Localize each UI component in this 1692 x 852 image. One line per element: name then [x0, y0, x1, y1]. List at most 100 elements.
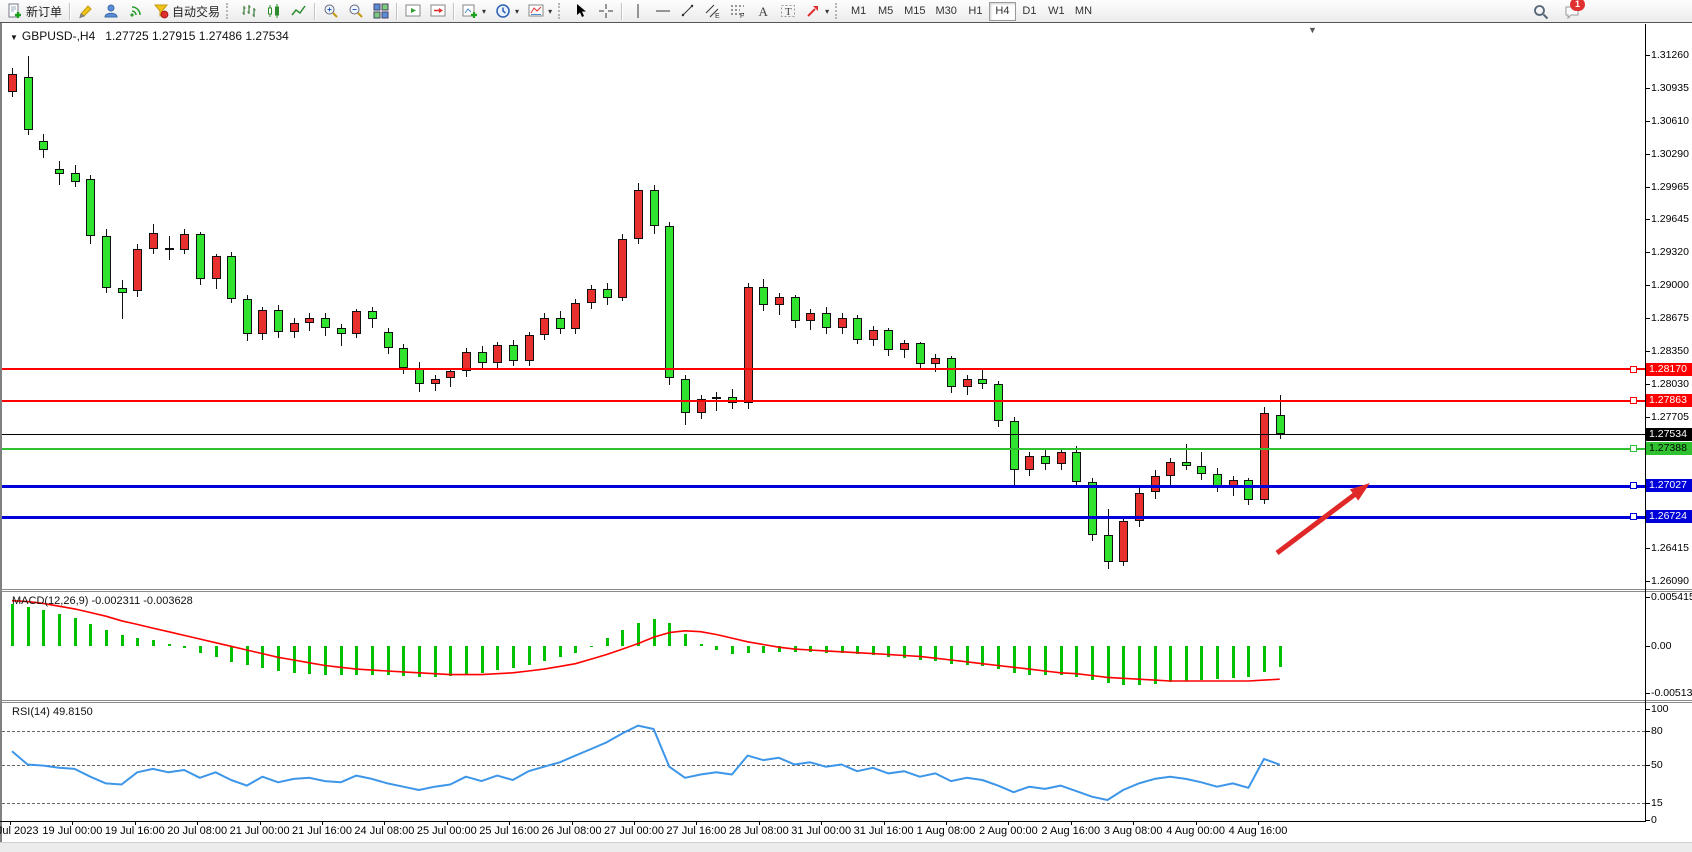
timeframe-h4[interactable]: H4 [988, 1, 1016, 21]
arrows-icon [804, 3, 821, 20]
candle-body [148, 233, 158, 250]
search-button[interactable] [1528, 1, 1553, 22]
candle-body [305, 317, 315, 323]
zoom-in-button[interactable] [318, 1, 343, 22]
horizontal-line-object[interactable] [2, 434, 1645, 436]
macd-axis-tick [1645, 596, 1650, 598]
rsi-axis-tick [1645, 709, 1650, 710]
candle-body [1087, 482, 1097, 536]
arrows-button[interactable]: ▾ [800, 1, 833, 22]
indicators-icon [461, 3, 478, 20]
macd-histogram-bar [1216, 646, 1219, 680]
line-chart-button[interactable] [286, 1, 311, 22]
candle-body [884, 329, 894, 350]
time-axis-label: 2 Aug 00:00 [979, 825, 1038, 837]
macd-histogram-bar [496, 646, 500, 670]
window-menu-icon[interactable]: ▼ [10, 33, 18, 42]
line-handle[interactable] [1630, 365, 1637, 373]
panel-separator[interactable] [0, 700, 1692, 701]
time-axis-tick [134, 821, 136, 825]
price-axis-tick [1645, 318, 1650, 319]
macd-histogram-bar [292, 646, 296, 673]
text-label-button[interactable]: T [775, 1, 800, 22]
auto-scroll-icon [404, 3, 421, 20]
macd-histogram-bar [809, 646, 813, 652]
line-handle[interactable] [1630, 482, 1637, 490]
signal-button[interactable] [123, 1, 148, 22]
new-order-button[interactable]: 新订单 [2, 1, 66, 22]
vertical-line-button[interactable] [625, 1, 650, 22]
indicators-button[interactable]: ▾ [457, 1, 490, 22]
chevron-down-icon: ▾ [515, 6, 520, 16]
timeframe-m5[interactable]: M5 [872, 2, 899, 21]
macd-histogram-bar [605, 638, 609, 647]
line-handle[interactable] [1630, 513, 1637, 520]
price-axis-tick [1645, 351, 1650, 353]
price-axis-tick [1645, 121, 1650, 123]
timeframe-m30[interactable]: M30 [931, 2, 962, 21]
macd-histogram-bar [762, 646, 766, 653]
macd-histogram-bar [1153, 646, 1157, 684]
candle-body [1166, 461, 1176, 477]
timeframe-w1[interactable]: W1 [1043, 2, 1070, 21]
svg-text:F: F [740, 13, 744, 19]
candle-body [587, 289, 597, 304]
chart-shift-button[interactable] [425, 1, 450, 22]
horizontal-line-object[interactable] [2, 399, 1645, 402]
line-handle[interactable] [1630, 445, 1637, 453]
rsi-axis-tick [1645, 731, 1650, 733]
styler-button[interactable] [73, 1, 98, 22]
horizontal-line-object[interactable] [2, 484, 1645, 488]
timeframe-m1[interactable]: M1 [845, 2, 872, 21]
profile-button[interactable] [98, 1, 123, 22]
horizontal-line-object[interactable] [2, 368, 1645, 371]
auto-scroll-button[interactable] [400, 1, 425, 22]
zoom-out-button[interactable] [343, 1, 368, 22]
fibonacci-icon: F [729, 3, 746, 20]
macd-histogram-bar [167, 643, 171, 647]
bar-chart-button[interactable] [236, 1, 261, 22]
price-axis-label: 1.30610 [1651, 115, 1689, 128]
timeframe-mn[interactable]: MN [1070, 2, 1097, 21]
chevron-down-icon: ▾ [548, 6, 553, 16]
notifications-button[interactable]: 1 [1559, 0, 1585, 22]
time-axis-label: 28 Jul 08:00 [728, 825, 789, 837]
crosshair-button[interactable] [593, 1, 618, 22]
candle-body [477, 352, 487, 364]
periods-button[interactable]: ▾ [490, 1, 523, 22]
time-axis-label: 31 Jul 16:00 [853, 825, 914, 837]
cursor-button[interactable] [568, 1, 593, 22]
price-axis-tick [1645, 547, 1650, 549]
panel-separator[interactable] [0, 702, 1692, 703]
panel-separator[interactable] [0, 588, 1692, 590]
templates-button[interactable]: ▾ [523, 1, 556, 22]
time-axis-label: 31 Jul 00:00 [791, 825, 852, 837]
candle-body [618, 239, 628, 299]
candle-body [367, 311, 377, 320]
timeframe-h1[interactable]: H1 [962, 2, 989, 21]
text-button[interactable]: A [750, 1, 775, 22]
macd-histogram-bar [198, 646, 202, 653]
time-axis-label: 21 Jul 16:00 [292, 825, 352, 837]
line-handle[interactable] [1630, 397, 1637, 405]
panel-separator[interactable] [0, 590, 1692, 592]
horizontal-line-object[interactable] [2, 515, 1645, 519]
trendline-button[interactable] [675, 1, 700, 22]
timeframe-d1[interactable]: D1 [1016, 2, 1043, 21]
candle-body [258, 310, 268, 334]
candlestick-chart-button[interactable] [261, 1, 286, 22]
rsi-level-line [2, 803, 1645, 805]
chart-window[interactable] [0, 23, 1692, 851]
time-axis-tick [1133, 821, 1135, 825]
horizontal-line-object[interactable] [2, 447, 1645, 450]
timeframe-m15[interactable]: M15 [899, 2, 930, 21]
autotrade-button[interactable]: 自动交易 [148, 1, 224, 22]
tile-windows-button[interactable] [368, 1, 393, 22]
equidistant-channel-button[interactable]: E [700, 1, 725, 22]
crosshair-icon [597, 3, 614, 20]
candle-body [900, 342, 910, 350]
time-axis-tick [571, 821, 573, 825]
toolbar-separator [453, 2, 455, 20]
horizontal-line-button[interactable] [650, 1, 675, 22]
fibonacci-button[interactable]: F [725, 1, 750, 22]
